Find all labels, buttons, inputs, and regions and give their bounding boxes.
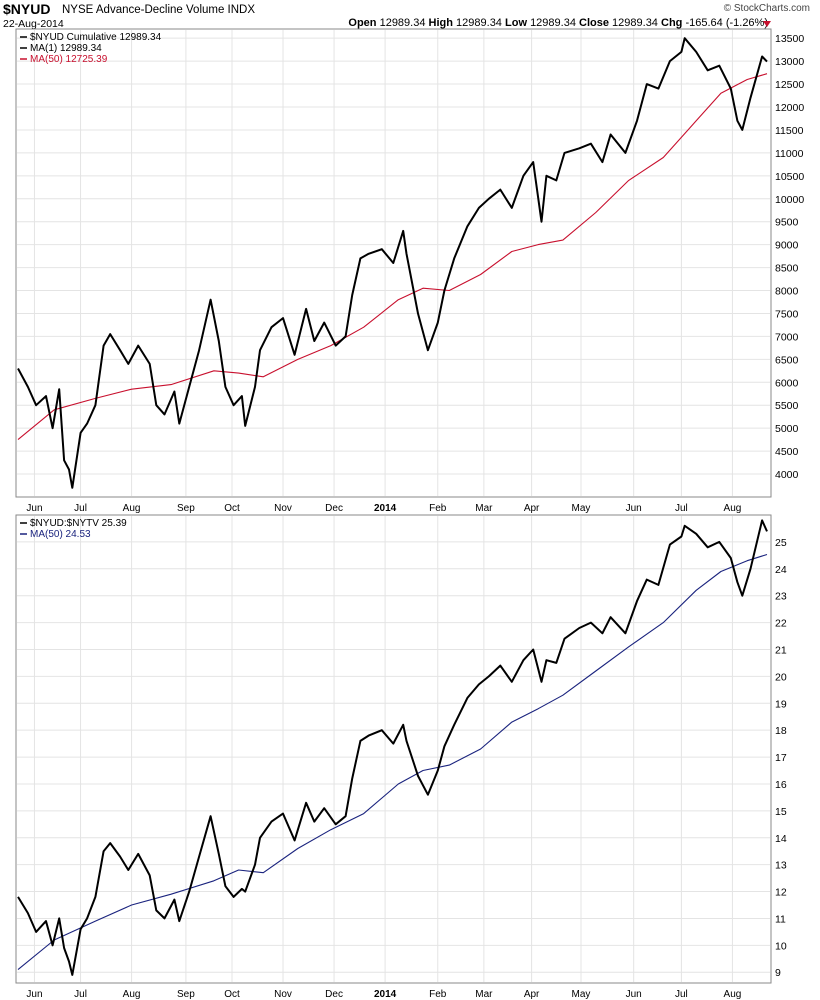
x-tick-label: Sep [177,989,195,1000]
x-tick-label: Jul [74,503,87,514]
x-tick-label: Jun [26,503,42,514]
y-tick-label: 12000 [775,102,804,114]
y-tick-label: 19 [775,698,787,710]
x-tick-label: May [572,989,591,1000]
y-tick-label: 8000 [775,286,799,298]
y-tick-label: 22 [775,618,787,630]
y-tick-label: 20 [775,671,787,683]
x-tick-label: Aug [724,989,742,1000]
x-tick-label: Jul [675,989,688,1000]
x-tick-label: Jun [626,503,642,514]
price-panel: 4000 4500 5000 5500 6000 6500 7000 7500 8000 8500… [15,28,804,514]
legend-entry: $NYUD Cumulative 12989.34 [30,32,162,43]
y-tick-label: 16 [775,779,787,791]
y-tick-label: 23 [775,591,787,603]
high-label: High [428,17,453,29]
y-tick-label: 10000 [775,194,804,206]
y-tick-label: 15 [775,806,787,818]
x-tick-label: Nov [274,989,292,1000]
x-tick-label: Feb [429,989,447,1000]
y-tick-label: 5000 [775,423,799,435]
y-tick-label: 25 [775,537,787,549]
legend-entry: $NYUD:$NYTV 25.39 [30,518,127,529]
stockcharts-brand: © StockCharts.com [723,3,810,14]
chart-symbol: $NYUD [3,1,51,17]
x-tick-label: Dec [325,503,343,514]
y-tick-label: 10500 [775,171,804,183]
x-tick-label: Jun [626,989,642,1000]
x-tick-label: Apr [524,503,540,514]
legend-entry: MA(1) 12989.34 [30,43,102,54]
y-tick-label: 21 [775,644,787,656]
chg-value: -165.64 (-1.26%) [685,17,768,29]
y-tick-label: 17 [775,752,787,764]
chart-date: 22-Aug-2014 [3,18,64,30]
x-tick-label: Jun [26,989,42,1000]
ratio-panel: 9 10 11 12 13 14 15 16 17 18 19 20 21 22 23 24 25 Jun Jul A… [15,514,787,1000]
y-tick-label: 11 [775,913,786,925]
y-tick-label: 7000 [775,331,799,343]
x-tick-label: 2014 [374,503,397,514]
open-value: 12989.34 [379,17,426,29]
y-tick-label: 24 [775,564,787,576]
x-tick-label: Aug [123,989,141,1000]
price-series-line [17,37,768,489]
price-series-line [17,519,768,976]
open-label: Open [348,17,377,29]
panel-frame [15,514,772,984]
y-tick-label: 6500 [775,354,799,366]
y-tick-label: 12 [775,887,787,899]
y-tick-label: 13 [775,860,787,872]
close-label: Close [579,17,609,29]
y-tick-label: 14 [775,833,787,845]
y-tick-label: 12500 [775,79,804,91]
ohlc-readout: Open 12989.34 High 12989.34 Low 12989.34… [348,17,768,29]
legend-entry: MA(50) 12725.39 [30,54,108,65]
y-tick-label: 13000 [775,56,804,68]
x-tick-label: Sep [177,503,195,514]
x-tick-label: Aug [123,503,141,514]
x-tick-label: Apr [524,989,540,1000]
y-tick-label: 5500 [775,400,799,412]
y-tick-label: 9000 [775,240,799,252]
x-tick-label: 2014 [374,989,397,1000]
x-tick-label: Oct [224,989,240,1000]
low-label: Low [505,17,527,29]
y-tick-label: 8500 [775,263,799,275]
x-tick-label: Jul [74,989,87,1000]
y-tick-label: 11000 [775,148,804,160]
chart-description: NYSE Advance-Decline Volume INDX [62,4,256,16]
y-tick-label: 6000 [775,377,799,389]
y-tick-label: 9500 [775,217,799,229]
ma50-series-line [17,553,768,971]
x-tick-label: Jul [675,503,688,514]
y-tick-label: 11500 [775,125,804,137]
y-tick-label: 18 [775,725,787,737]
x-tick-label: Oct [224,503,240,514]
x-tick-label: Aug [724,503,742,514]
x-tick-label: Mar [475,503,493,514]
ma50-series-line [17,73,768,441]
low-value: 12989.34 [530,17,576,29]
close-value: 12989.34 [612,17,658,29]
x-tick-label: May [572,503,591,514]
y-tick-label: 4500 [775,446,799,458]
x-tick-label: Feb [429,503,447,514]
high-value: 12989.34 [456,17,502,29]
down-arrow-icon [763,21,771,27]
x-tick-label: Dec [325,989,343,1000]
y-tick-label: 4000 [775,469,799,481]
y-tick-label: 13500 [775,33,804,45]
x-tick-label: Nov [274,503,292,514]
legend-entry: MA(50) 24.53 [30,529,91,540]
chg-label: Chg [661,17,683,29]
y-tick-label: 10 [775,940,787,952]
y-tick-label: 9 [775,967,781,979]
x-tick-label: Mar [475,989,493,1000]
y-tick-label: 7500 [775,308,799,320]
